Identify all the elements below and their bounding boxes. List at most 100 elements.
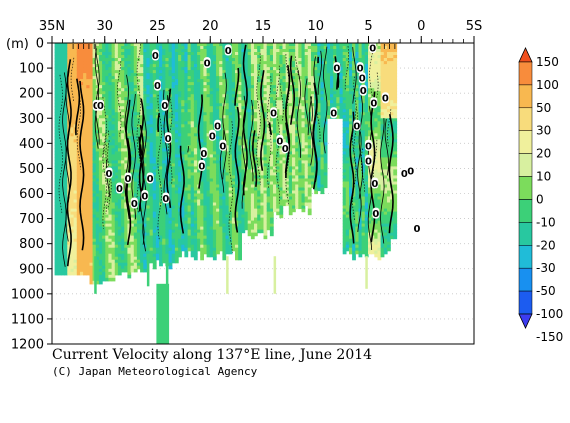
velocity-cell xyxy=(241,76,246,80)
velocity-cell xyxy=(219,100,223,104)
velocity-cell xyxy=(70,94,75,98)
velocity-cell xyxy=(263,166,268,170)
velocity-cell xyxy=(121,112,125,116)
velocity-cell xyxy=(61,46,65,50)
velocity-cell xyxy=(124,91,129,95)
velocity-cell xyxy=(70,244,75,249)
velocity-cell xyxy=(102,154,106,158)
velocity-cell xyxy=(171,151,176,155)
velocity-cell xyxy=(187,226,192,231)
velocity-cell xyxy=(105,208,110,213)
velocity-cell xyxy=(178,82,182,86)
velocity-cell xyxy=(260,112,265,116)
velocity-cell xyxy=(92,250,97,255)
velocity-cell xyxy=(162,259,166,264)
velocity-cell xyxy=(263,157,268,161)
velocity-cell xyxy=(225,178,230,183)
velocity-cell xyxy=(117,139,122,143)
velocity-cell xyxy=(263,235,268,240)
velocity-cell xyxy=(98,91,103,95)
velocity-cell xyxy=(228,115,233,119)
velocity-cell xyxy=(111,223,116,228)
velocity-cell xyxy=(235,190,239,195)
velocity-cell xyxy=(149,238,154,243)
velocity-cell xyxy=(83,142,87,146)
velocity-cell xyxy=(184,85,189,89)
velocity-cell xyxy=(162,160,166,164)
velocity-cell xyxy=(241,202,246,207)
velocity-cell xyxy=(89,154,94,158)
velocity-cell xyxy=(197,100,201,104)
velocity-cell xyxy=(130,226,135,231)
velocity-cell xyxy=(222,235,227,240)
velocity-cell xyxy=(146,67,151,71)
velocity-cell xyxy=(143,112,148,116)
velocity-cell xyxy=(130,118,135,122)
velocity-cell xyxy=(89,88,94,92)
velocity-cell xyxy=(70,157,75,161)
velocity-cell xyxy=(133,145,138,149)
velocity-cell xyxy=(241,226,246,231)
velocity-cell xyxy=(98,136,103,140)
velocity-cell xyxy=(178,55,182,59)
velocity-cell xyxy=(89,145,94,149)
velocity-cell xyxy=(76,163,81,167)
velocity-cell xyxy=(193,106,198,110)
velocity-cell xyxy=(209,43,214,47)
velocity-cell xyxy=(83,169,87,173)
velocity-cell xyxy=(222,181,227,186)
velocity-cell xyxy=(206,250,211,255)
velocity-cell xyxy=(83,97,87,101)
velocity-cell xyxy=(171,241,176,246)
velocity-cell xyxy=(263,226,268,231)
velocity-cell xyxy=(105,217,110,222)
velocity-cell xyxy=(95,94,100,98)
velocity-cell xyxy=(92,232,97,237)
velocity-cell xyxy=(73,169,78,173)
velocity-cell xyxy=(266,58,271,62)
velocity-cell xyxy=(140,139,144,143)
velocity-cell xyxy=(263,55,268,59)
velocity-cell xyxy=(64,61,68,65)
velocity-cell xyxy=(127,115,132,119)
velocity-cell xyxy=(263,58,268,62)
velocity-cell xyxy=(257,148,261,152)
velocity-cell xyxy=(114,52,119,56)
velocity-cell xyxy=(212,178,217,183)
velocity-cell xyxy=(114,127,119,131)
velocity-cell xyxy=(257,118,261,122)
velocity-cell xyxy=(235,211,239,216)
velocity-cell xyxy=(244,193,249,198)
velocity-cell xyxy=(181,214,185,219)
velocity-cell xyxy=(102,85,106,89)
velocity-cell xyxy=(149,157,154,161)
velocity-cell xyxy=(111,133,116,137)
velocity-cell xyxy=(95,166,100,170)
velocity-cell xyxy=(219,76,223,80)
velocity-cell xyxy=(193,235,198,240)
velocity-cell xyxy=(165,253,170,258)
velocity-cell xyxy=(197,238,201,243)
velocity-cell xyxy=(228,73,233,77)
velocity-cell xyxy=(152,43,157,47)
velocity-cell xyxy=(181,52,185,56)
velocity-cell xyxy=(225,88,230,92)
velocity-cell xyxy=(162,115,166,119)
velocity-cell xyxy=(187,97,192,101)
velocity-cell xyxy=(83,43,87,47)
velocity-cell xyxy=(143,163,148,167)
velocity-cell xyxy=(108,94,113,98)
velocity-cell xyxy=(149,229,154,234)
velocity-cell xyxy=(216,103,220,107)
velocity-cell xyxy=(257,112,261,116)
velocity-cell xyxy=(95,193,100,198)
velocity-cell xyxy=(257,88,261,92)
velocity-cell xyxy=(247,232,252,237)
velocity-cell xyxy=(98,280,103,285)
velocity-cell xyxy=(102,70,106,74)
velocity-cell xyxy=(70,76,75,80)
velocity-cell xyxy=(121,106,125,110)
velocity-cell xyxy=(190,154,195,158)
velocity-cell xyxy=(80,73,84,77)
velocity-cell xyxy=(212,196,217,201)
